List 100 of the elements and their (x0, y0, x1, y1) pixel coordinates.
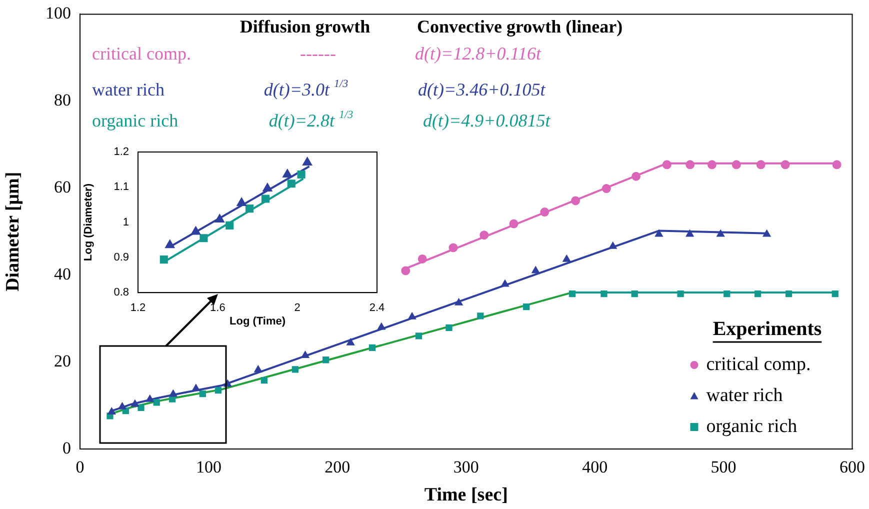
y-tick-label: 0 (62, 438, 71, 458)
point (165, 240, 175, 248)
x-tick-label: 0 (76, 458, 84, 477)
point (716, 230, 725, 237)
y-tick-label: 0.9 (114, 251, 129, 264)
point (631, 290, 638, 298)
point (677, 290, 684, 298)
point (118, 402, 126, 410)
point (785, 290, 792, 298)
point (199, 390, 206, 398)
annotation: organic rich (92, 110, 178, 131)
point (292, 366, 299, 373)
point (509, 219, 518, 228)
point (346, 338, 355, 346)
point (302, 157, 312, 166)
point (832, 160, 842, 170)
point (226, 221, 234, 230)
y-tick-label: 80 (54, 90, 71, 110)
point (686, 230, 694, 237)
point (754, 290, 762, 298)
annotation: d(t)=2.8t 1/3 (268, 108, 354, 131)
point (130, 400, 139, 407)
point (236, 197, 246, 206)
point (571, 196, 580, 206)
point (662, 160, 672, 170)
point (600, 290, 608, 298)
annotation: Convective growth (linear) (417, 16, 623, 37)
x-tick-label: 500 (710, 458, 736, 477)
point (446, 324, 452, 332)
point (762, 230, 771, 237)
point (724, 290, 730, 298)
point (200, 234, 208, 242)
point (138, 404, 144, 412)
legend-label: critical comp. (706, 354, 811, 375)
y-tick-label: 40 (54, 264, 71, 284)
point (532, 266, 540, 274)
point (454, 298, 463, 306)
y-tick-label: 0.8 (114, 286, 129, 299)
x-tick-label: 100 (196, 458, 222, 477)
x-tick-label: 1.2 (130, 302, 146, 314)
y-tick-label: 1 (122, 216, 129, 228)
annotation: water rich (92, 80, 164, 100)
x-tick-label: 200 (324, 458, 350, 477)
y-tick-label: 60 (54, 178, 71, 197)
annotation: d(t)=3.46+0.105t (418, 80, 546, 100)
point (368, 344, 376, 352)
point (214, 214, 224, 222)
point (153, 399, 160, 406)
point (322, 356, 330, 364)
y-tick-label: 100 (46, 4, 71, 23)
y-tick-label: 1.2 (114, 146, 129, 158)
annotation: ------ (300, 44, 336, 64)
point (562, 254, 571, 262)
point (301, 351, 310, 358)
x-tick-label: 600 (840, 458, 865, 477)
point (190, 226, 201, 235)
point (418, 254, 427, 264)
point (401, 266, 410, 276)
point (632, 172, 641, 181)
x-tick-label: 2.4 (369, 302, 385, 314)
y-axis-title: Diameter [μm] (2, 172, 24, 292)
point (707, 160, 716, 170)
point (108, 408, 116, 415)
point (261, 194, 270, 203)
annotation: critical comp. (92, 44, 191, 64)
x-axis-title: Time [sec] (424, 484, 508, 506)
point (260, 376, 268, 384)
y-tick-label: 20 (54, 352, 71, 371)
annotation: d(t)=12.8+0.116t (415, 44, 542, 64)
x-tick-label: 2 (294, 302, 300, 314)
y-tick-label: 1.1 (114, 181, 129, 194)
point (448, 243, 458, 252)
annotation: d(t)=3.0t 1/3 (264, 78, 349, 100)
point (540, 208, 550, 217)
point (756, 160, 766, 170)
point (168, 396, 176, 402)
point (732, 160, 741, 170)
annotation: Diffusion growth (240, 16, 370, 37)
point (480, 230, 489, 240)
point (501, 280, 509, 287)
x-tick-label: 1.6 (210, 302, 226, 314)
point (246, 204, 254, 213)
point (477, 312, 484, 320)
point (780, 160, 790, 170)
point (287, 180, 296, 188)
point (523, 303, 530, 310)
legend-title: Experiments (712, 318, 822, 340)
annotation: d(t)=4.9+0.0815t (423, 110, 552, 131)
point (192, 384, 200, 392)
x-tick-label: 300 (453, 458, 479, 477)
x-tick-label: 400 (582, 458, 608, 477)
point (415, 332, 422, 340)
point (602, 184, 611, 194)
point (408, 312, 416, 320)
point (568, 290, 576, 298)
point (608, 242, 617, 249)
point (832, 290, 838, 298)
legend-label: organic rich (706, 416, 798, 437)
point (297, 170, 306, 179)
point (169, 390, 178, 397)
